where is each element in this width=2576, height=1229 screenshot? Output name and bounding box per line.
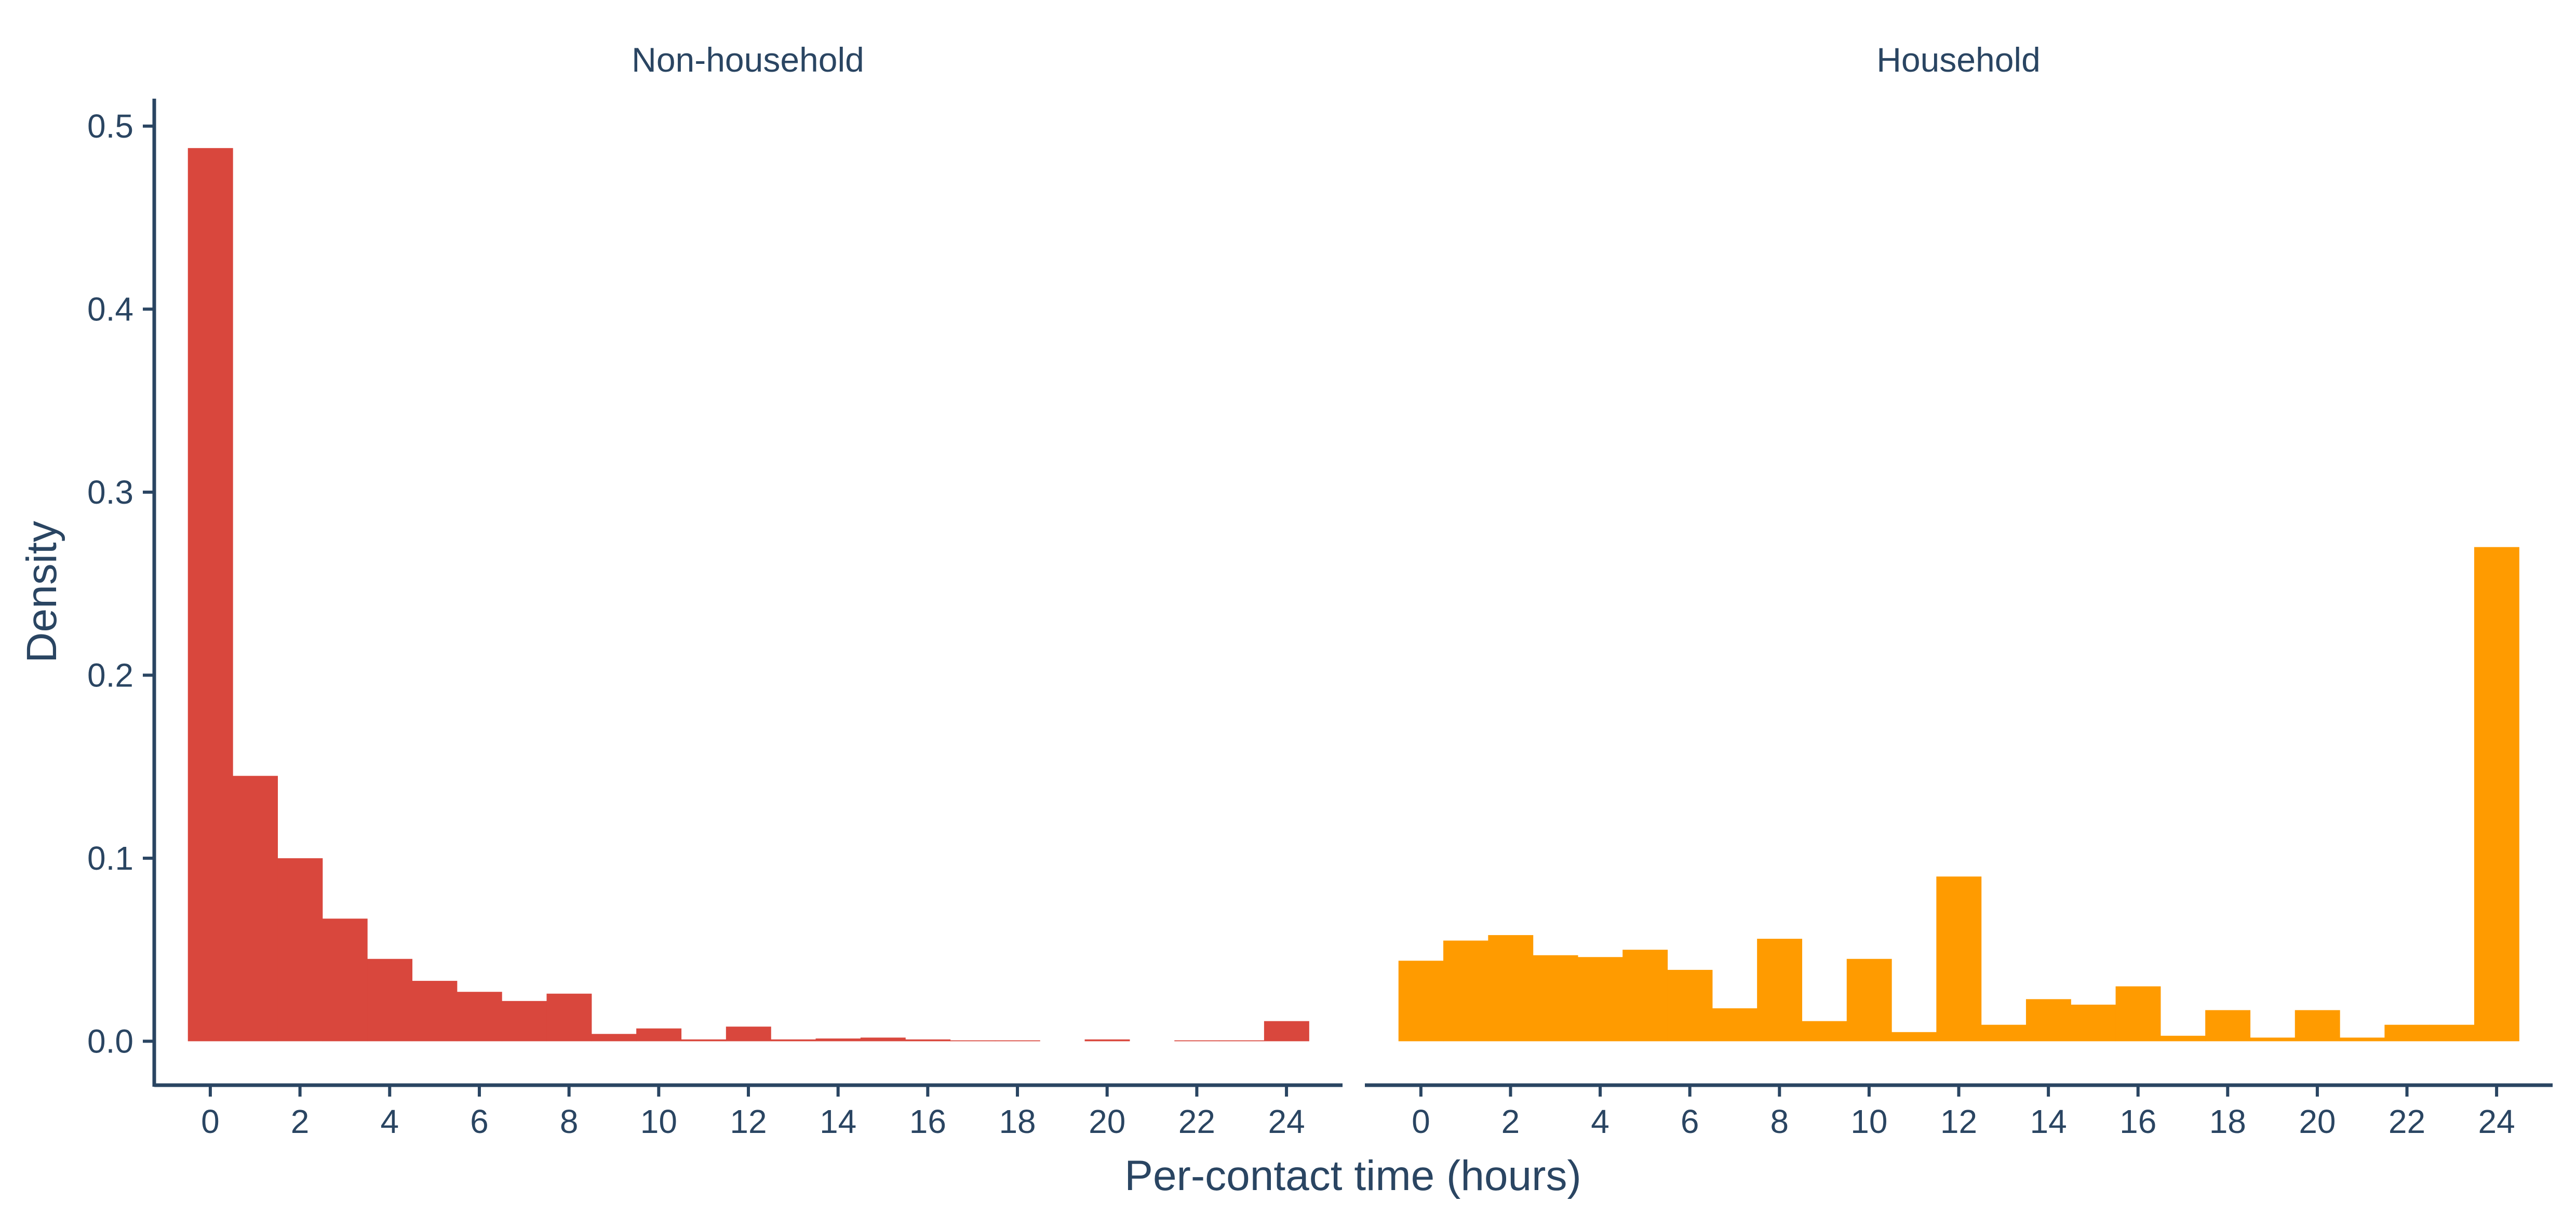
facet-title-non-household: Non-household	[632, 40, 864, 79]
non-household-x-tick-label-10: 10	[640, 1103, 677, 1140]
chart-panels: 0 2 4 6 8 10 12 14 16 18 20 22 240.00.10.20.30.40.50…	[87, 99, 2553, 1140]
y-axis-label: Density	[18, 521, 65, 663]
non-household-bar-16	[905, 1039, 951, 1042]
household-bar-23	[2429, 1024, 2475, 1042]
non-household-bar-14	[815, 1038, 861, 1042]
household-bar-24	[2474, 547, 2519, 1042]
x-axis-label: Per-contact time (hours)	[1124, 1152, 1581, 1199]
household-x-tick-label-2: 2	[1501, 1103, 1520, 1140]
household-bar-17	[2160, 1035, 2206, 1042]
non-household-x-tick-label-0: 0	[201, 1103, 220, 1140]
household-x-tick-label-0: 0	[1412, 1103, 1430, 1140]
non-household-x-tick-label-6: 6	[470, 1103, 489, 1140]
non-household-bar-15	[860, 1037, 906, 1042]
non-household-x-tick-label-16: 16	[909, 1103, 946, 1140]
household-bar-8	[1757, 939, 1803, 1042]
non-household-bar-20	[1084, 1039, 1130, 1042]
household-x-tick-label-18: 18	[2209, 1103, 2246, 1140]
non-household-bar-22	[1174, 1040, 1220, 1042]
household-x-tick-label-10: 10	[1850, 1103, 1887, 1140]
household-bar-2	[1488, 935, 1534, 1042]
household-x-tick-label-24: 24	[2478, 1103, 2515, 1140]
non-household-y-tick-label-0.3: 0.3	[87, 474, 133, 511]
household-bar-16	[2115, 986, 2161, 1042]
non-household-bar-13	[771, 1039, 816, 1042]
non-household-y-tick-label-0.1: 0.1	[87, 840, 133, 877]
non-household-bar-11	[681, 1039, 727, 1042]
facet-title-household: Household	[1876, 40, 2041, 79]
non-household-bar-5	[412, 981, 458, 1042]
household-x-tick-label-16: 16	[2119, 1103, 2156, 1140]
household-bar-7	[1712, 1008, 1757, 1042]
non-household-bar-3	[322, 919, 368, 1042]
non-household-y-tick-label-0.2: 0.2	[87, 656, 133, 694]
non-household-x-tick-label-18: 18	[999, 1103, 1036, 1140]
non-household-x-tick-label-22: 22	[1178, 1103, 1215, 1140]
non-household-x-tick-label-2: 2	[291, 1103, 310, 1140]
non-household-bar-7	[502, 1001, 547, 1042]
household-x-tick-label-22: 22	[2389, 1103, 2425, 1140]
household-bar-22	[2384, 1024, 2430, 1042]
household-bar-18	[2205, 1010, 2251, 1042]
non-household-bar-4	[367, 958, 413, 1042]
non-household-bar-18	[995, 1040, 1040, 1042]
non-household-y-tick-label-0.4: 0.4	[87, 290, 133, 328]
non-household-bar-6	[457, 992, 502, 1042]
household-bar-6	[1667, 969, 1713, 1042]
household-bar-4	[1577, 957, 1623, 1042]
household-x-tick-label-4: 4	[1591, 1103, 1609, 1140]
household-bar-9	[1802, 1021, 1847, 1042]
non-household-bar-8	[546, 993, 592, 1042]
household-bar-10	[1846, 958, 1892, 1042]
non-household-bar-24	[1264, 1021, 1309, 1042]
non-household-y-tick-label-0.0: 0.0	[87, 1022, 133, 1060]
household-x-tick-label-6: 6	[1681, 1103, 1699, 1140]
non-household-bar-17	[950, 1040, 996, 1042]
household-x-tick-label-12: 12	[1940, 1103, 1977, 1140]
household-bar-3	[1533, 955, 1578, 1042]
household-bar-1	[1443, 940, 1488, 1042]
non-household-x-tick-label-24: 24	[1268, 1103, 1305, 1140]
non-household-x-tick-label-4: 4	[380, 1103, 399, 1140]
household-bar-13	[1981, 1024, 2027, 1042]
non-household-bar-2	[277, 858, 323, 1042]
household-x-tick-label-8: 8	[1770, 1103, 1789, 1140]
household-bar-11	[1891, 1032, 1937, 1042]
non-household-y-tick-label-0.5: 0.5	[87, 107, 133, 145]
non-household-x-tick-label-8: 8	[560, 1103, 579, 1140]
household-bar-14	[2025, 999, 2071, 1042]
non-household-bar-9	[591, 1034, 637, 1042]
household-bar-21	[2340, 1037, 2385, 1042]
non-household-bar-1	[233, 776, 278, 1042]
household-bar-19	[2250, 1037, 2296, 1042]
non-household-bar-10	[636, 1028, 682, 1042]
household-bar-5	[1622, 950, 1668, 1042]
household-x-tick-label-20: 20	[2299, 1103, 2336, 1140]
non-household-x-tick-label-20: 20	[1089, 1103, 1125, 1140]
non-household-x-tick-label-12: 12	[730, 1103, 767, 1140]
non-household-bar-23	[1219, 1040, 1265, 1042]
household-bar-20	[2295, 1010, 2340, 1042]
household-x-tick-label-14: 14	[2030, 1103, 2067, 1140]
household-bar-12	[1936, 876, 1982, 1042]
household-bar-15	[2071, 1004, 2116, 1042]
non-household-bar-12	[726, 1027, 771, 1042]
household-bar-0	[1398, 961, 1444, 1042]
non-household-bar-0	[187, 148, 233, 1042]
non-household-x-tick-label-14: 14	[820, 1103, 856, 1140]
